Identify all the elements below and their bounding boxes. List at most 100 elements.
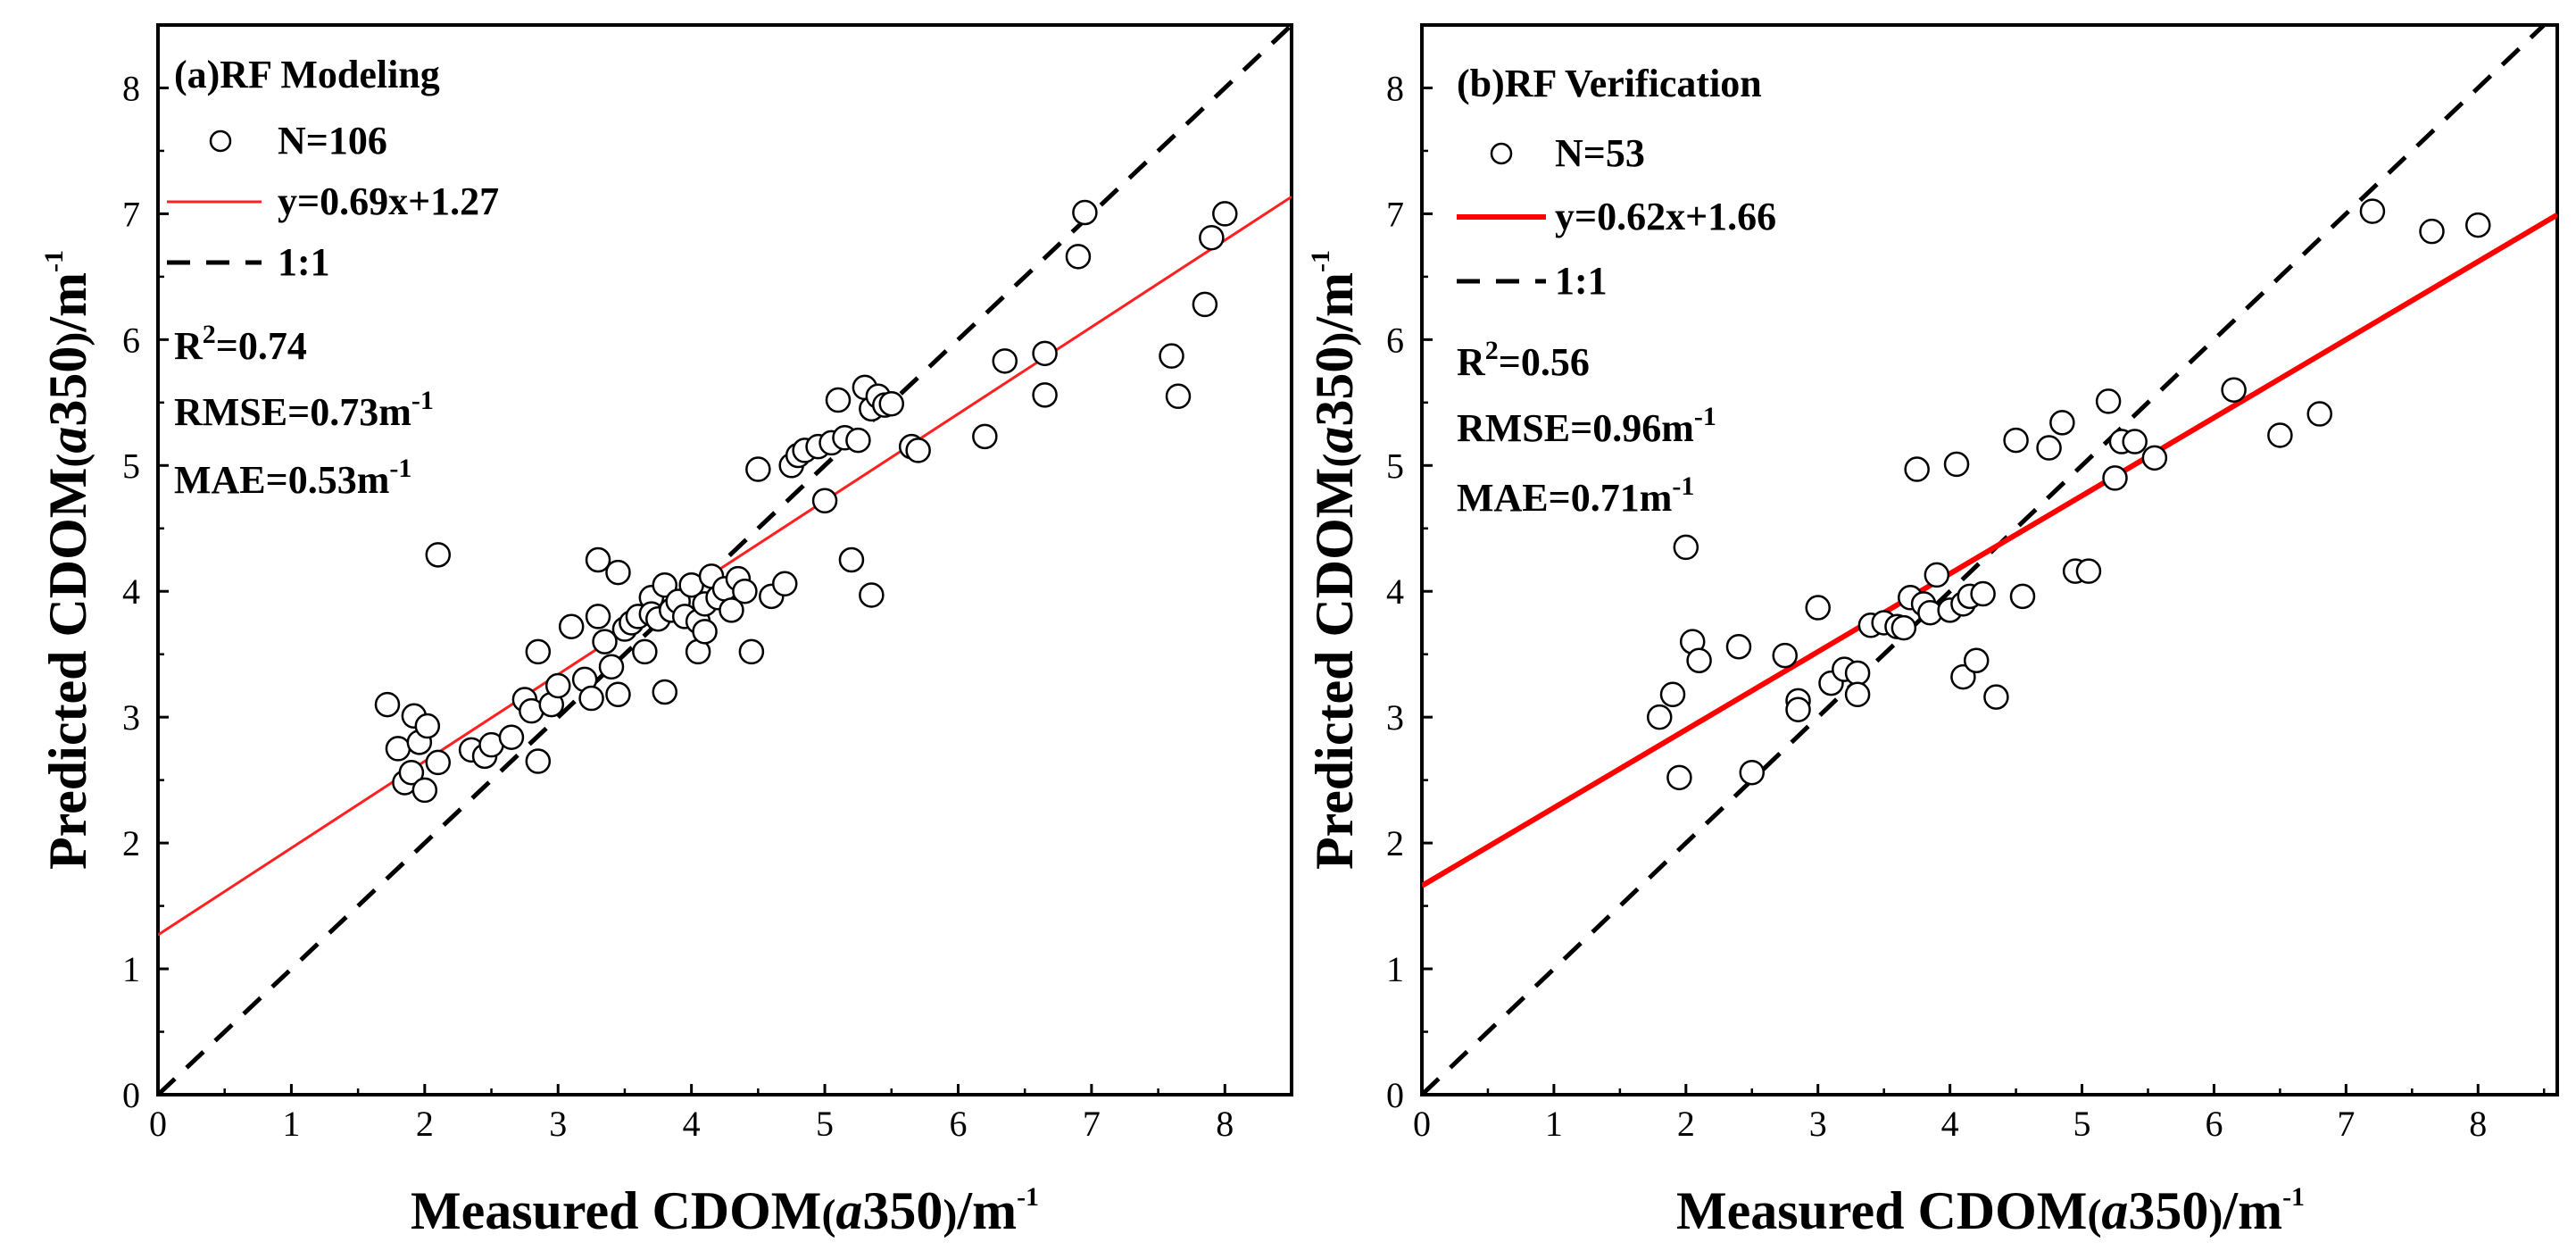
legend-label-identity-a: 1:1 [278, 240, 330, 284]
data-point-b [1943, 451, 1970, 478]
data-point-a [652, 571, 678, 598]
y-axis-title-a: Predicted CDOM(a350)/m-1 [38, 250, 97, 870]
y-tick-label-b: 1 [1386, 949, 1404, 989]
panel-title-b: (b)RF Verification [1457, 62, 1762, 105]
data-point-a [1192, 291, 1218, 318]
y-tick-label-a: 5 [122, 446, 140, 486]
data-point-a [605, 559, 631, 586]
data-point-b [1844, 681, 1871, 708]
x-tick-label-a: 0 [149, 1104, 167, 1144]
x-tick-label-b: 4 [1941, 1104, 1959, 1144]
data-point-b [1904, 456, 1930, 482]
data-point-a [1065, 244, 1092, 270]
data-point-b [1805, 595, 1831, 621]
data-point-a [771, 571, 798, 597]
data-point-b [1970, 580, 1996, 607]
data-point-a [558, 613, 585, 639]
data-point-a [692, 619, 718, 645]
data-point-b [2141, 445, 2168, 471]
data-point-b [1772, 642, 1798, 669]
data-point-a [1032, 382, 1058, 408]
data-point-a [1165, 383, 1192, 410]
data-point-b [1646, 704, 1673, 730]
data-point-a [525, 638, 552, 665]
panel-b: 0 1 2 3 4 5 6 7 8 0 1 2 3 4 5 6 7 8 (b)RF Verification N=… [1305, 23, 2559, 1240]
data-point-b [1844, 660, 1871, 687]
data-point-b [1890, 614, 1917, 641]
y-axis-title-b: Predicted CDOM(a350)/m-1 [1305, 250, 1364, 870]
data-point-a [1199, 224, 1225, 251]
data-point-b [1673, 534, 1699, 561]
data-point-a [845, 427, 871, 454]
axis-ticks-a: 0 1 2 3 4 5 6 7 8 0 1 2 3 4 5 6 7 8 [122, 23, 1293, 1144]
identity-line-b [1422, 25, 2546, 1095]
legend-label-fit-a: y=0.69x+1.27 [278, 179, 499, 223]
data-point-a [414, 713, 441, 739]
data-point-b [2122, 429, 2148, 454]
data-point-b [1963, 647, 1990, 674]
x-tick-label-a: 8 [1216, 1104, 1234, 1144]
x-tick-label-b: 0 [1413, 1104, 1431, 1144]
data-point-a [811, 488, 838, 514]
x-tick-label-a: 5 [816, 1104, 834, 1144]
legend-label-points-b: N=53 [1555, 131, 1645, 175]
y-tick-label-b: 0 [1386, 1075, 1404, 1115]
y-tick-label-b: 5 [1386, 446, 1404, 486]
data-point-a [598, 654, 625, 680]
data-point-a [1212, 201, 1238, 227]
data-point-a [605, 681, 631, 708]
x-tick-label-b: 5 [2073, 1104, 2091, 1144]
data-point-a [592, 629, 618, 655]
x-tick-label-a: 2 [416, 1104, 434, 1144]
legend-marker-points-b [1490, 142, 1513, 165]
data-point-b [1950, 663, 1976, 690]
y-tick-label-a: 1 [122, 949, 140, 989]
stat-mae-b: MAE=0.71m-1 [1457, 471, 1694, 520]
panel-title-a: (a)RF Modeling [174, 53, 440, 96]
x-tick-label-b: 2 [1677, 1104, 1695, 1144]
data-point-a [992, 348, 1018, 374]
data-point-a [719, 597, 744, 623]
data-point-a [544, 672, 571, 699]
data-point-a [1072, 199, 1098, 226]
data-point-b [2306, 401, 2333, 427]
legend-label-points-a: N=106 [278, 119, 387, 163]
data-point-a [972, 423, 998, 450]
data-point-b [2049, 410, 2075, 436]
data-point-b [1739, 759, 1766, 786]
data-point-b [1983, 684, 2009, 710]
data-point-b [2221, 377, 2247, 403]
data-point-a [652, 679, 678, 705]
data-point-a [374, 691, 401, 718]
x-axis-title-a: Measured CDOM(a350)/m-1 [411, 1181, 1039, 1240]
data-point-a [385, 736, 411, 762]
data-point-b [1666, 764, 1692, 791]
legend-label-identity-b: 1:1 [1555, 259, 1608, 303]
x-tick-label-b: 7 [2337, 1104, 2355, 1144]
data-point-b [1659, 681, 1686, 708]
data-point-b [2465, 212, 2491, 238]
data-point-a [1159, 343, 1184, 369]
data-point-b [1924, 562, 1950, 588]
data-point-a [1032, 340, 1058, 367]
x-tick-label-b: 3 [1809, 1104, 1827, 1144]
data-point-a [632, 638, 658, 665]
y-tick-label-b: 6 [1386, 320, 1404, 360]
y-tick-label-b: 3 [1386, 697, 1404, 738]
data-point-b [1725, 633, 1752, 660]
stat-rmse-b: RMSE=0.96m-1 [1457, 402, 1716, 450]
data-point-a [425, 749, 452, 776]
data-point-a [838, 546, 865, 573]
data-point-a [398, 759, 425, 786]
y-tick-label-a: 0 [122, 1075, 140, 1115]
data-point-a [745, 456, 771, 482]
data-point-a [732, 578, 758, 604]
plot-area-b [1422, 25, 2557, 1095]
data-point-a [525, 748, 552, 774]
plot-frame-a [156, 23, 1293, 1096]
stat-r2-b: R2=0.56 [1457, 336, 1590, 384]
data-point-b [1686, 647, 1712, 674]
stat-r2-a: R2=0.74 [174, 320, 307, 368]
y-tick-label-b: 4 [1386, 571, 1404, 612]
